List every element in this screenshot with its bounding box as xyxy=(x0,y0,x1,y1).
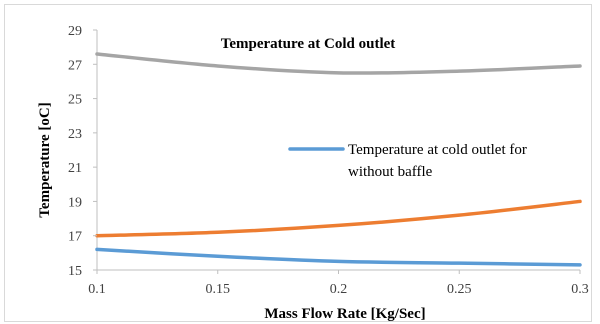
y-tick-label: 21 xyxy=(68,161,82,176)
y-tick-label: 23 xyxy=(68,127,82,142)
x-axis-ticks: 0.1 0.15 0.2 0.25 0.3 xyxy=(88,270,589,297)
y-tick-label: 29 xyxy=(68,24,82,39)
legend-label-line-1: Temperature at cold outlet for xyxy=(348,142,527,158)
x-tick-label: 0.2 xyxy=(330,282,348,297)
y-tick-label: 19 xyxy=(68,195,82,210)
series-layer xyxy=(95,52,582,267)
x-tick-label: 0.3 xyxy=(571,282,589,297)
series-line-gray xyxy=(95,52,582,75)
x-tick-label: 0.25 xyxy=(447,282,472,297)
y-tick-label: 17 xyxy=(68,230,82,245)
y-axis-title: Temperature [oC] xyxy=(37,102,53,217)
x-tick-label: 0.1 xyxy=(88,282,106,297)
y-axis-ticks: 15 17 19 21 23 25 27 29 xyxy=(68,24,97,279)
series-line-without-baffle xyxy=(95,247,582,267)
series-line-orange xyxy=(95,199,582,238)
x-tick-label: 0.15 xyxy=(206,282,231,297)
chart-frame xyxy=(4,4,592,322)
x-axis-title: Mass Flow Rate [Kg/Sec] xyxy=(264,306,425,322)
y-tick-label: 27 xyxy=(68,58,82,73)
chart-title: Temperature at Cold outlet xyxy=(221,36,396,52)
legend: Temperature at cold outlet for without b… xyxy=(288,142,527,180)
y-tick-label: 15 xyxy=(68,264,82,279)
legend-label-line-2: without baffle xyxy=(348,164,433,180)
y-tick-label: 25 xyxy=(68,93,82,108)
